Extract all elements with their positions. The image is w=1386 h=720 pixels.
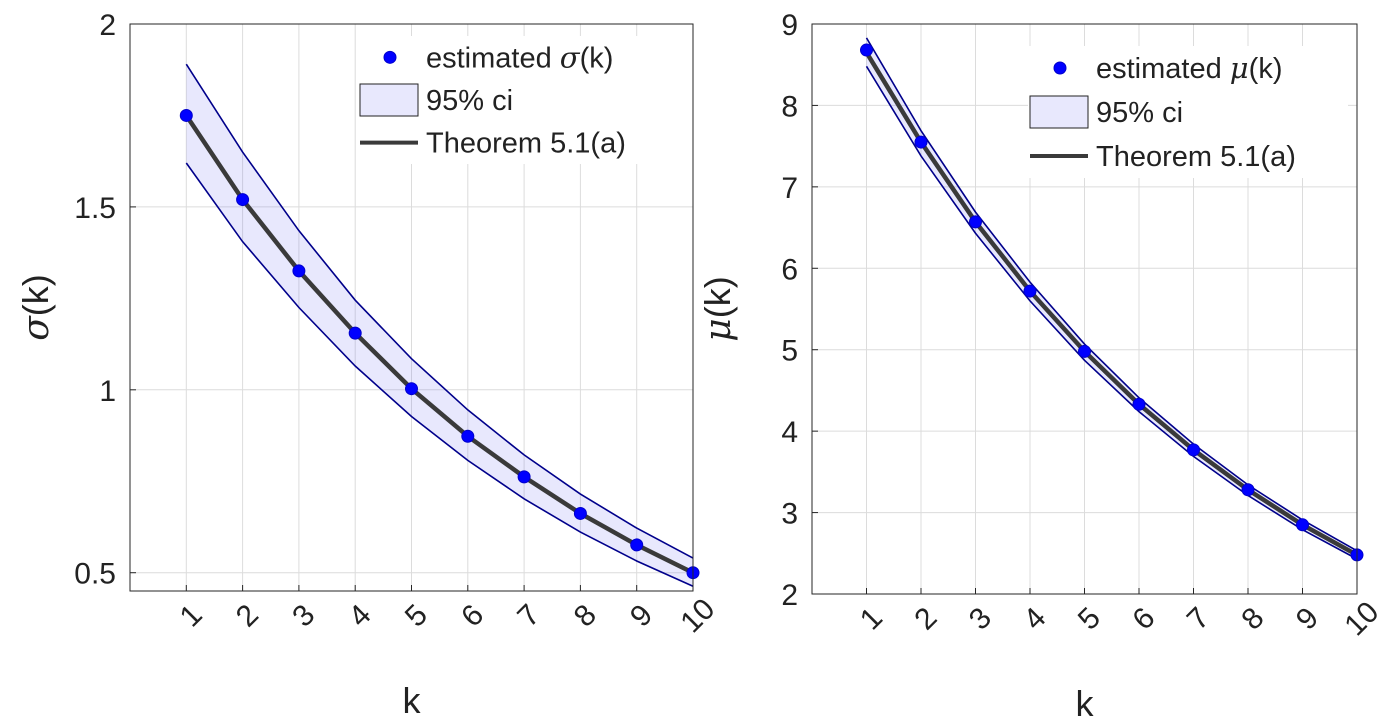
sigma-estimated-point-8: [573, 506, 587, 520]
mu-x-tick-label-1: 1: [854, 601, 889, 636]
mu-ci-upper-line: [865, 37, 1358, 552]
sigma-ci-lower-line: [185, 162, 694, 587]
sigma-x-tick-label-3: 3: [286, 598, 321, 633]
mu-estimated-point-3: [969, 215, 982, 229]
sigma-y-tick-label-4: 2: [99, 9, 116, 42]
mu-x-tick-label-6: 6: [1126, 601, 1161, 636]
mu-y-tick-label-8: 9: [781, 9, 798, 42]
sigma-estimated-point-1: [179, 108, 193, 122]
sigma-estimated-point-7: [517, 470, 531, 484]
sigma-theory-line: [184, 114, 694, 575]
mu-y-tick-label-2: 3: [781, 498, 798, 531]
mu-legend-label-ci: 95% ci: [1096, 97, 1183, 129]
mu-legend-marker-estimated: [1053, 61, 1067, 75]
sigma-x-axis-label: k: [403, 680, 422, 720]
mu-x-tick-label-9: 9: [1290, 601, 1325, 636]
mu-x-tick-label-5: 5: [1072, 601, 1107, 636]
mu-x-tick-label-10: 10: [1338, 595, 1385, 642]
sigma-x-tick-label-7: 7: [511, 598, 546, 633]
sigma-x-tick-label-2: 2: [230, 598, 265, 633]
mu-y-tick-label-1: 2: [781, 579, 798, 612]
mu-estimated-point-6: [1132, 397, 1146, 411]
sigma-x-tick-label-8: 8: [568, 598, 603, 633]
sigma-x-tick-label-6: 6: [455, 598, 490, 633]
mu-legend-label-estimated: estimated μ(k): [1096, 51, 1282, 85]
sigma-y-tick-label-2: 1: [99, 375, 116, 408]
sigma-estimated-point-9: [630, 538, 644, 552]
mu-theory-line: [864, 51, 1359, 557]
sigma-estimated-point-6: [461, 429, 475, 443]
mu-y-tick-label-3: 4: [781, 416, 798, 449]
sigma-estimated-point-2: [236, 193, 250, 207]
mu-x-tick-label-8: 8: [1235, 601, 1270, 636]
mu-legend-label-theory: Theorem 5.1(a): [1096, 141, 1296, 173]
mu-estimated-point-9: [1296, 518, 1309, 532]
sigma-x-tick-label-9: 9: [624, 598, 659, 633]
mu-estimated-point-2: [914, 135, 928, 149]
sigma-x-tick-label-4: 4: [343, 598, 378, 633]
mu-estimated-point-5: [1078, 344, 1091, 358]
mu-y-tick-label-7: 8: [781, 90, 798, 123]
mu-estimated-point-8: [1241, 483, 1255, 497]
sigma-y-tick-label-1: 0.5: [74, 558, 116, 591]
sigma-legend-swatch-ci: [359, 83, 419, 117]
mu-y-axis-label: μ(k): [697, 276, 739, 341]
sigma-ci-upper-line: [185, 63, 694, 559]
sigma-x-tick-label-10: 10: [674, 592, 721, 639]
sigma-x-tick-label-5: 5: [399, 598, 434, 633]
sigma-legend: estimated σ(k) 95% ci Theorem 5.1(a): [358, 36, 676, 164]
sigma-ci-band: [186, 64, 694, 587]
mu-x-tick-label-2: 2: [908, 601, 943, 636]
sigma-x-tick-label-1: 1: [174, 598, 209, 633]
mu-ci-lower-line: [865, 65, 1358, 560]
sigma-y-tick-label-3: 1.5: [74, 192, 116, 225]
sigma-legend-label-theory: Theorem 5.1(a): [426, 128, 626, 160]
sigma-y-axis-label: σ(k): [15, 274, 57, 341]
sigma-legend-marker-estimated: [383, 50, 397, 64]
sigma-legend-label-estimated: estimated σ(k): [426, 40, 613, 74]
sigma-legend-label-ci: 95% ci: [426, 85, 513, 117]
mu-legend-swatch-ci: [1029, 95, 1089, 129]
mu-x-axis-label: k: [1076, 683, 1095, 720]
mu-x-tick-label-4: 4: [1017, 601, 1052, 636]
sigma-estimated-point-5: [405, 382, 418, 396]
mu-y-tick-label-6: 7: [781, 172, 798, 205]
mu-x-tick-label-3: 3: [963, 601, 998, 636]
mu-x-tick-label-7: 7: [1181, 601, 1216, 636]
mu-estimated-point-4: [1023, 284, 1037, 298]
mu-legend: estimated μ(k) 95% ci Theorem 5.1(a): [1028, 46, 1348, 178]
sigma-estimated-point-3: [292, 264, 306, 278]
mu-y-tick-label-5: 6: [781, 253, 798, 286]
sigma-estimated-point-4: [348, 326, 362, 340]
mu-estimated-point-7: [1187, 443, 1200, 457]
mu-estimated-point-1: [860, 43, 873, 57]
mu-y-tick-label-4: 5: [781, 335, 798, 368]
